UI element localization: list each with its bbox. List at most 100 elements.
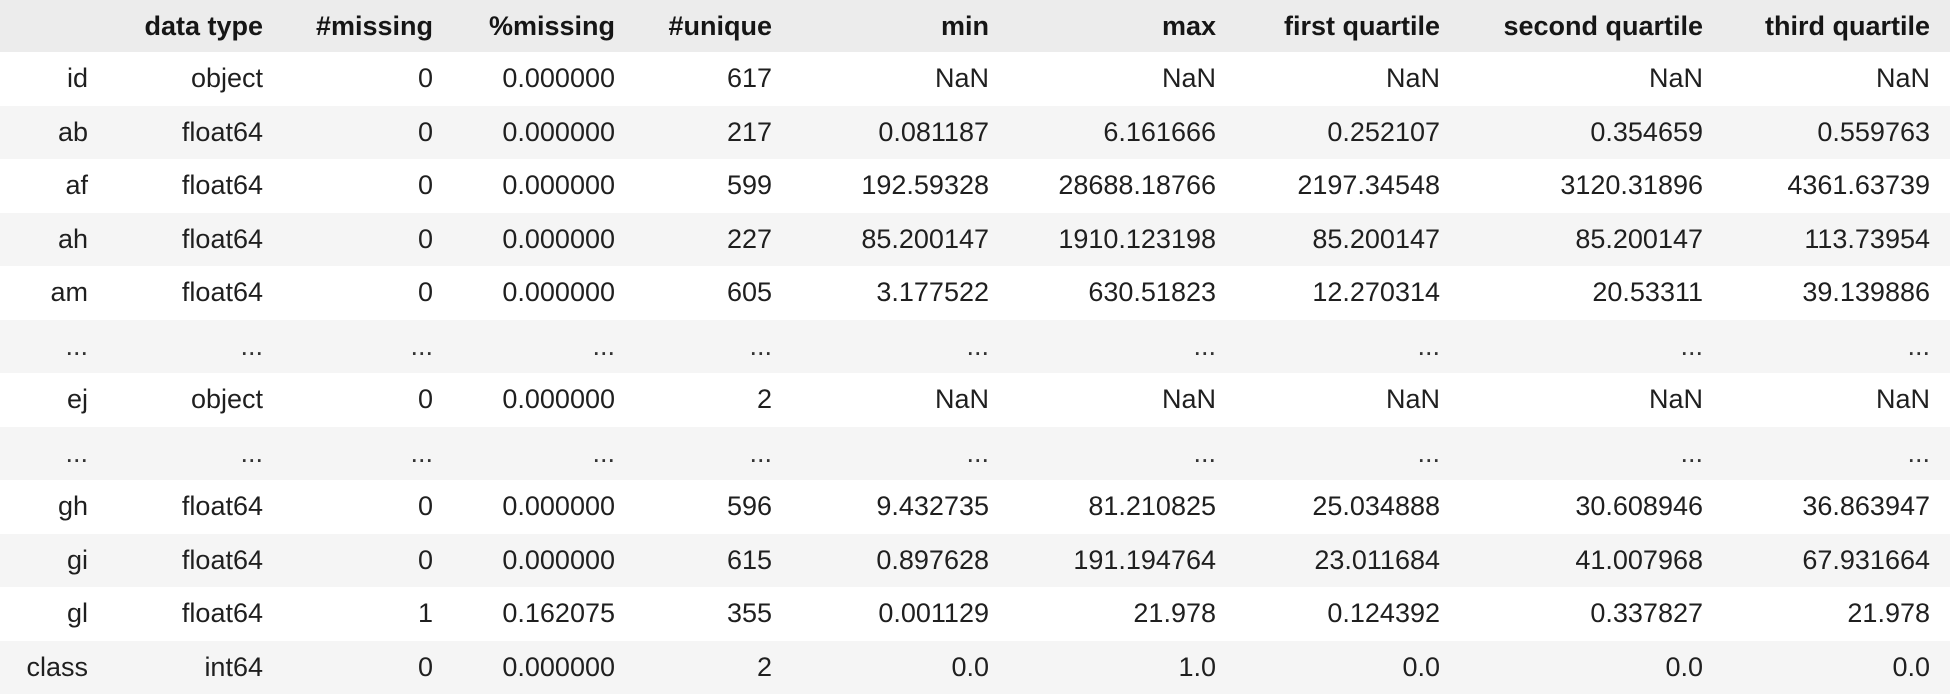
- header-unique-count: #unique: [668, 10, 772, 41]
- row-label: ...: [65, 437, 88, 468]
- missing-percent-cell: ...: [592, 437, 615, 468]
- min-cell: 85.200147: [861, 223, 989, 254]
- table-row: ej object 0 0.000000 2 NaN NaN NaN NaN NaN: [0, 373, 1950, 427]
- third-quartile-cell: 21.978: [1847, 598, 1930, 629]
- second-quartile-cell: 41.007968: [1575, 544, 1703, 575]
- second-quartile-cell: 0.354659: [1590, 116, 1703, 147]
- missing-percent-cell: 0.162075: [502, 598, 615, 629]
- missing-percent-cell: 0.000000: [502, 63, 615, 94]
- max-cell: 1.0: [1178, 651, 1216, 682]
- header-missing-percent: %missing: [488, 10, 615, 41]
- row-label: ah: [57, 223, 88, 254]
- first-quartile-cell: 0.252107: [1327, 116, 1440, 147]
- min-cell: NaN: [934, 384, 989, 415]
- min-cell: ...: [966, 330, 989, 361]
- table-row: gi float64 0 0.000000 615 0.897628 191.194764 2…: [0, 533, 1950, 587]
- data-type-cell: object: [190, 63, 263, 94]
- data-type-cell: ...: [240, 437, 263, 468]
- unique-count-cell: 2: [756, 651, 772, 682]
- missing-percent-cell: 0.000000: [502, 491, 615, 522]
- second-quartile-cell: 0.0: [1665, 651, 1703, 682]
- missing-percent-cell: ...: [592, 330, 615, 361]
- third-quartile-cell: NaN: [1875, 384, 1930, 415]
- max-cell: NaN: [1161, 63, 1216, 94]
- row-label: ej: [66, 384, 88, 415]
- table-row: id object 0 0.000000 617 NaN NaN NaN NaN NaN: [0, 52, 1950, 106]
- corner-header: [0, 0, 108, 52]
- min-cell: 0.081187: [878, 116, 989, 147]
- max-cell: 6.161666: [1103, 116, 1216, 147]
- row-label: gl: [66, 598, 88, 629]
- data-type-cell: float64: [181, 170, 263, 201]
- third-quartile-cell: 113.73954: [1804, 223, 1930, 254]
- first-quartile-cell: ...: [1417, 330, 1440, 361]
- unique-count-cell: 2: [756, 384, 772, 415]
- data-type-cell: float64: [181, 491, 263, 522]
- row-label: id: [66, 63, 88, 94]
- second-quartile-cell: 30.608946: [1575, 491, 1703, 522]
- row-label: gh: [57, 491, 88, 522]
- missing-percent-cell: 0.000000: [502, 277, 615, 308]
- unique-count-cell: 605: [726, 277, 772, 308]
- row-label: am: [50, 277, 88, 308]
- unique-count-cell: 355: [726, 598, 772, 629]
- third-quartile-cell: 4361.63739: [1787, 170, 1930, 201]
- table-row: class int64 0 0.000000 2 0.0 1.0 0.0 0.0 0.0: [0, 640, 1950, 694]
- table-row: ah float64 0 0.000000 227 85.200147 1910.12319…: [0, 212, 1950, 266]
- third-quartile-cell: 0.0: [1892, 651, 1930, 682]
- first-quartile-cell: NaN: [1385, 63, 1440, 94]
- second-quartile-cell: 0.337827: [1590, 598, 1703, 629]
- second-quartile-cell: NaN: [1648, 63, 1703, 94]
- table-body: id object 0 0.000000 617 NaN NaN NaN NaN NaN ab flo…: [0, 52, 1950, 694]
- missing-count-cell: ...: [410, 437, 433, 468]
- table-row: gh float64 0 0.000000 596 9.432735 81.210825 25…: [0, 480, 1950, 534]
- third-quartile-cell: 36.863947: [1802, 491, 1930, 522]
- header-data-type: data type: [144, 10, 263, 41]
- missing-count-cell: 0: [417, 277, 433, 308]
- header-min: min: [940, 10, 989, 41]
- min-cell: 3.177522: [876, 277, 989, 308]
- data-type-cell: int64: [204, 651, 263, 682]
- table-row: am float64 0 0.000000 605 3.177522 630.51823 12…: [0, 266, 1950, 320]
- third-quartile-cell: 67.931664: [1802, 544, 1930, 575]
- max-cell: ...: [1193, 437, 1216, 468]
- data-type-cell: object: [190, 384, 263, 415]
- table-row: ab float64 0 0.000000 217 0.081187 6.161666 0.2…: [0, 105, 1950, 159]
- max-cell: 630.51823: [1088, 277, 1216, 308]
- table-row: gl float64 1 0.162075 355 0.001129 21.978 0.124…: [0, 587, 1950, 641]
- header-first-quartile: first quartile: [1283, 10, 1440, 41]
- missing-count-cell: ...: [410, 330, 433, 361]
- max-cell: NaN: [1161, 384, 1216, 415]
- missing-count-cell: 0: [417, 651, 433, 682]
- second-quartile-cell: 20.53311: [1592, 277, 1703, 308]
- min-cell: ...: [966, 437, 989, 468]
- header-missing-count: #missing: [315, 10, 433, 41]
- first-quartile-cell: 25.034888: [1312, 491, 1440, 522]
- header-max: max: [1161, 10, 1216, 41]
- min-cell: 9.432735: [876, 491, 989, 522]
- missing-percent-cell: 0.000000: [502, 223, 615, 254]
- min-cell: 0.0: [951, 651, 989, 682]
- missing-count-cell: 0: [417, 63, 433, 94]
- missing-count-cell: 0: [417, 384, 433, 415]
- missing-count-cell: 0: [417, 170, 433, 201]
- first-quartile-cell: ...: [1417, 437, 1440, 468]
- max-cell: ...: [1193, 330, 1216, 361]
- first-quartile-cell: 0.0: [1402, 651, 1440, 682]
- row-label: ...: [65, 330, 88, 361]
- first-quartile-cell: 23.011684: [1314, 544, 1440, 575]
- missing-percent-cell: 0.000000: [502, 384, 615, 415]
- missing-count-cell: 0: [417, 223, 433, 254]
- first-quartile-cell: 2197.34548: [1297, 170, 1440, 201]
- row-label: gi: [66, 544, 88, 575]
- max-cell: 81.210825: [1088, 491, 1216, 522]
- unique-count-cell: ...: [749, 437, 772, 468]
- ellipsis-row: ..............................: [0, 426, 1950, 480]
- second-quartile-cell: ...: [1680, 437, 1703, 468]
- missing-percent-cell: 0.000000: [502, 116, 615, 147]
- header-third-quartile: third quartile: [1764, 10, 1930, 41]
- third-quartile-cell: ...: [1907, 437, 1930, 468]
- third-quartile-cell: 0.559763: [1817, 116, 1930, 147]
- second-quartile-cell: 3120.31896: [1560, 170, 1703, 201]
